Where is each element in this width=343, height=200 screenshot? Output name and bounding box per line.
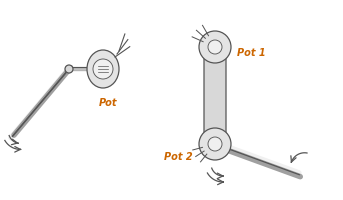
Circle shape xyxy=(208,41,222,55)
Circle shape xyxy=(65,66,73,74)
Text: Pot 1: Pot 1 xyxy=(237,48,265,58)
Text: Pot 2: Pot 2 xyxy=(164,151,193,161)
Circle shape xyxy=(93,60,113,80)
Circle shape xyxy=(208,137,222,151)
Ellipse shape xyxy=(87,51,119,89)
FancyBboxPatch shape xyxy=(204,45,226,147)
Circle shape xyxy=(199,128,231,160)
Circle shape xyxy=(199,32,231,64)
Text: Pot: Pot xyxy=(99,98,117,107)
